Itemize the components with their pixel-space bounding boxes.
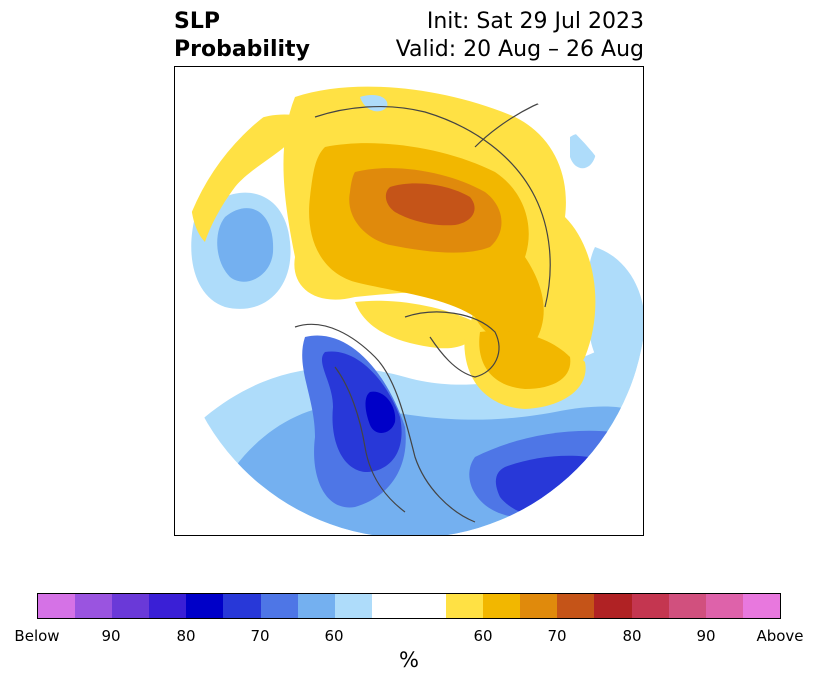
title-variable: SLP — [174, 9, 220, 34]
cbar-seg-16 — [631, 594, 669, 618]
cbar-seg-18 — [705, 594, 743, 618]
chart-title-right: Init: Sat 29 Jul 2023 Valid: 20 Aug – 26… — [396, 8, 644, 64]
cbar-seg-2 — [75, 594, 113, 618]
region-midblue-pacific — [217, 208, 274, 282]
cbar-seg-14 — [557, 594, 595, 618]
valid-range: Valid: 20 Aug – 26 Aug — [395, 37, 644, 62]
cbar-seg-9 — [334, 594, 372, 618]
map-panel — [174, 66, 644, 536]
chart-title-left: SLP Probability — [174, 8, 310, 64]
cbar-seg-5 — [186, 594, 224, 618]
cbar-seg-11 — [446, 594, 484, 618]
cbar-tick-below: Below — [14, 627, 60, 645]
cbar-seg-7 — [260, 594, 298, 618]
title-product: Probability — [174, 37, 310, 62]
cbar-tick-80-above: 80 — [622, 627, 642, 645]
cbar-tick-above: Above — [756, 627, 804, 645]
cbar-seg-8 — [297, 594, 335, 618]
probability-map — [175, 67, 643, 535]
cbar-seg-neutral — [371, 594, 447, 618]
cbar-tick-90-above: 90 — [696, 627, 716, 645]
region-orange-80 — [385, 183, 475, 226]
cbar-seg-3 — [112, 594, 150, 618]
cbar-tick-90-below: 90 — [101, 627, 121, 645]
cbar-tick-70-above: 70 — [547, 627, 567, 645]
cbar-seg-17 — [668, 594, 706, 618]
region-blue-canada-80 — [321, 351, 402, 472]
cbar-seg-1 — [38, 594, 76, 618]
cbar-seg-6 — [223, 594, 261, 618]
init-date: Init: Sat 29 Jul 2023 — [426, 9, 644, 34]
region-lightblue-east — [586, 247, 643, 397]
cbar-seg-12 — [483, 594, 521, 618]
cbar-seg-4 — [149, 594, 187, 618]
cbar-tick-60-below: 60 — [324, 627, 344, 645]
region-orange-greenland — [479, 330, 571, 389]
colorbar-unit: % — [399, 648, 419, 672]
cbar-seg-19 — [742, 594, 780, 618]
cbar-tick-80-below: 80 — [176, 627, 196, 645]
cbar-tick-70-below: 70 — [250, 627, 270, 645]
cbar-seg-13 — [520, 594, 558, 618]
cbar-tick-60-above: 60 — [473, 627, 493, 645]
cbar-seg-15 — [594, 594, 632, 618]
colorbar — [37, 593, 781, 619]
region-blue-canada-90 — [365, 391, 396, 433]
